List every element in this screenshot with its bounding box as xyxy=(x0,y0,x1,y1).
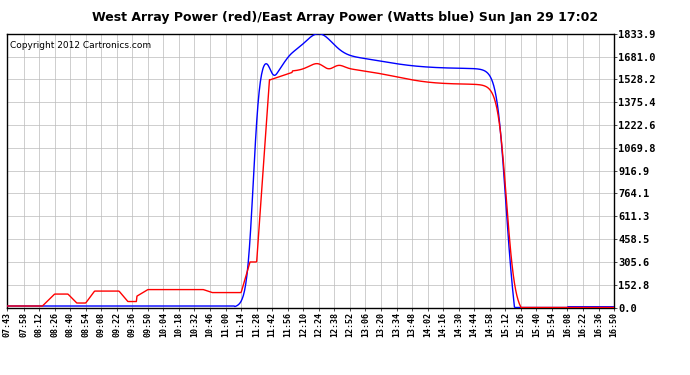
Text: Copyright 2012 Cartronics.com: Copyright 2012 Cartronics.com xyxy=(10,40,151,50)
Text: West Array Power (red)/East Array Power (Watts blue) Sun Jan 29 17:02: West Array Power (red)/East Array Power … xyxy=(92,11,598,24)
